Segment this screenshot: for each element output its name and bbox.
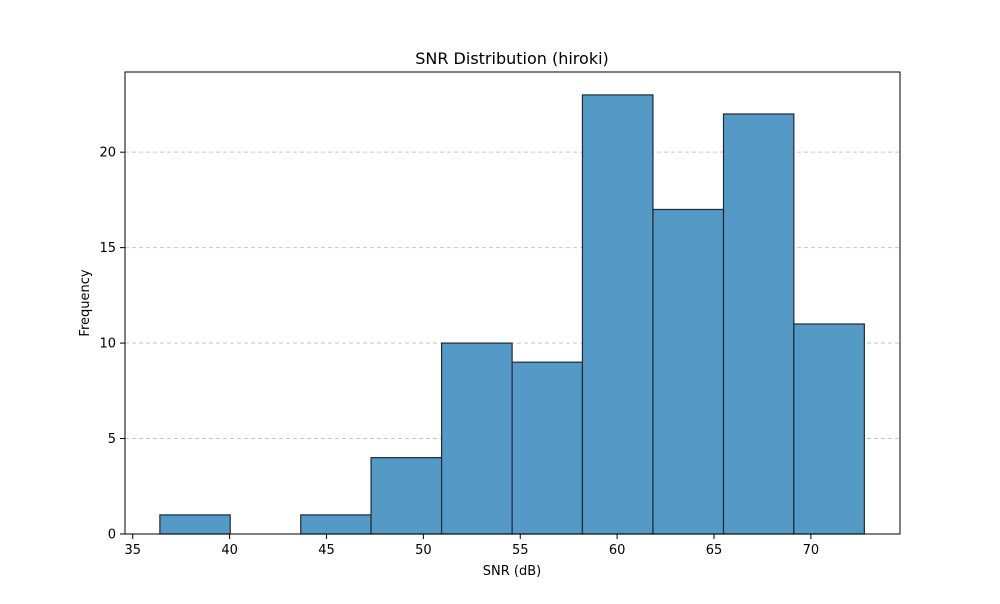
histogram-bar-0 [159,514,231,535]
y-tick-label-3: 15 [99,241,116,256]
x-axis-ticks: 35 40 45 50 55 60 65 70 [124,534,819,558]
histogram-bar-3 [370,457,443,535]
y-tick-label-1: 5 [108,432,116,447]
x-tick-label-5: 60 [609,543,626,558]
y-axis-label: Frequency [78,269,93,336]
histogram-bar-7 [652,208,725,535]
x-tick-label-6: 65 [706,543,723,558]
plot-frame [124,71,901,535]
x-tick-label-0: 35 [124,543,141,558]
x-axis-label: SNR (dB) [483,564,541,579]
x-tick-label-2: 45 [318,543,335,558]
x-tick-label-7: 70 [803,543,820,558]
histogram-bar-5 [511,361,584,535]
y-axis-ticks: 0 5 10 15 20 [99,146,125,543]
y-tick-label-2: 10 [99,337,116,352]
x-tick-label-3: 50 [415,543,432,558]
histogram-bar-6 [581,94,654,535]
histogram-bar-2 [300,514,372,535]
y-tick-label-0: 0 [108,528,116,543]
x-tick-label-4: 55 [512,543,529,558]
histogram-bar-9 [793,323,865,535]
y-tick-label-4: 20 [99,146,116,161]
x-tick-label-1: 40 [221,543,238,558]
histogram-bar-8 [722,113,795,535]
chart-title: SNR Distribution (hiroki) [415,49,609,68]
histogram-bars [159,94,865,535]
histogram-bar-4 [440,342,513,535]
